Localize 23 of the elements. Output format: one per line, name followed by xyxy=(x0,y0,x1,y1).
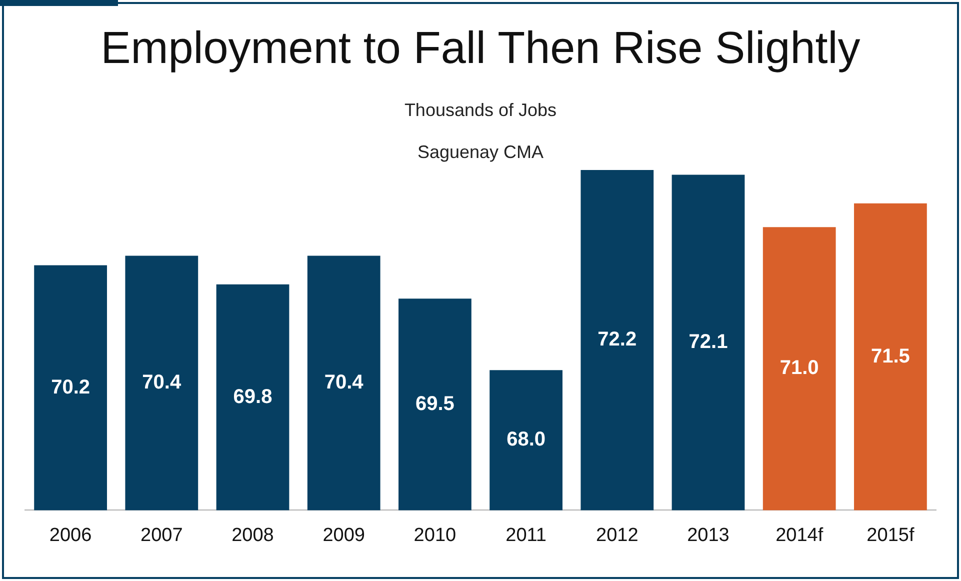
data-label: 72.2 xyxy=(598,328,637,351)
chart-title: Employment to Fall Then Rise Slightly xyxy=(100,22,862,74)
text: Saguenay CMA xyxy=(416,142,545,163)
x-tick-label: 2011 xyxy=(506,524,546,546)
x-tick-label: 2015f xyxy=(866,524,915,546)
x-tick-label: 2013 xyxy=(687,524,730,546)
data-label: 71.5 xyxy=(870,345,910,368)
x-tick-label: 2006 xyxy=(49,524,92,546)
data-label: 70.4 xyxy=(142,372,182,394)
x-tick-label: 2010 xyxy=(414,524,456,546)
x-tick-label: 2014f xyxy=(776,524,824,546)
x-tick-label: 2008 xyxy=(232,524,274,546)
chart-subtitle: Thousands of Jobs xyxy=(403,100,558,121)
x-tick-label: 2007 xyxy=(140,524,183,546)
data-label: 70.4 xyxy=(324,372,364,394)
data-label: 68.0 xyxy=(506,428,546,451)
x-tick-label: 2012 xyxy=(596,524,638,546)
data-label: 71.0 xyxy=(780,357,819,380)
data-label: 70.2 xyxy=(51,376,90,398)
data-label: 69.8 xyxy=(233,386,272,408)
data-label: 69.5 xyxy=(415,392,454,415)
x-tick-label: 2009 xyxy=(322,524,365,546)
data-label: 72.1 xyxy=(688,331,728,354)
